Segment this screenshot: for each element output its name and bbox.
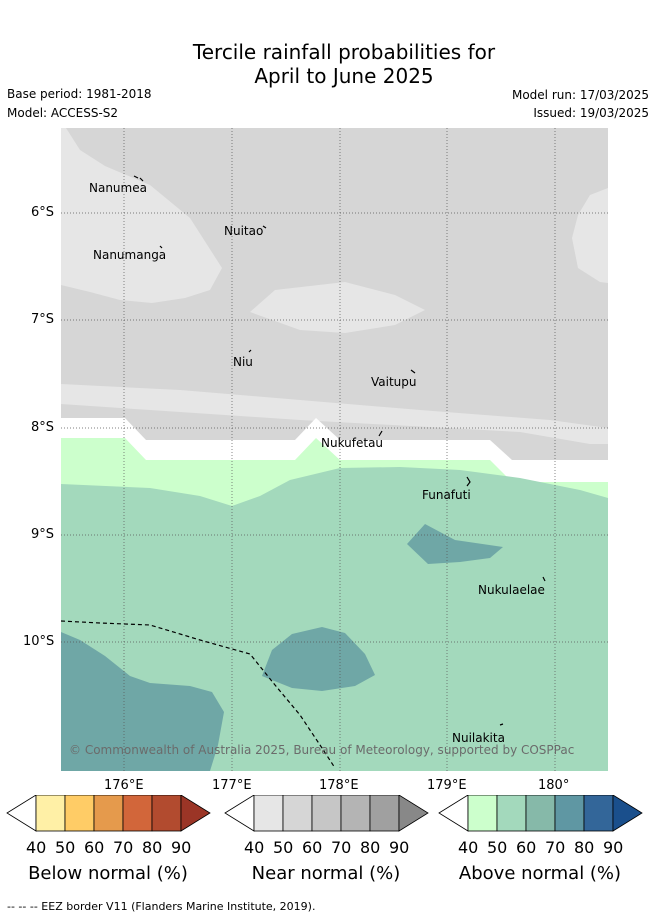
colorbar-near-normal: [224, 795, 429, 832]
colorbar-below-swatch-6: [180, 795, 211, 832]
lon-tick-180: 180°: [538, 778, 570, 793]
colorbar-legends: [6, 795, 643, 832]
below-tick-40: 40: [26, 838, 47, 857]
near-tick-70: 70: [331, 838, 352, 857]
near-normal-40-region-east: [572, 188, 608, 283]
colorbar-above-swatch-2: [496, 795, 527, 832]
islands: [133, 175, 546, 726]
issued-date: Issued: 19/03/2025: [533, 106, 649, 120]
colorbar-above-swatch-3: [525, 795, 556, 832]
colorbar-near-swatch-1: [253, 795, 284, 832]
lon-tick-177e: 177°E: [212, 778, 252, 793]
colorbar-below-swatch-4: [122, 795, 153, 832]
place-label-nuilakita: Nuilakita: [452, 731, 505, 745]
colorbar-below-swatch-3: [93, 795, 124, 832]
colorbar-near-swatch-0: [224, 795, 255, 832]
near-normal-40-region-nw: [61, 128, 222, 303]
below-tick-70: 70: [113, 838, 134, 857]
place-label-vaitupu: Vaitupu: [371, 375, 417, 389]
colorbar-above-swatch-0: [438, 795, 469, 832]
above-tick-90: 90: [603, 838, 624, 857]
above-normal-60-region-east: [407, 524, 503, 564]
eez-footnote: -- -- -- EEZ border V11 (Flanders Marine…: [7, 900, 316, 913]
colorbar-near-swatch-5: [369, 795, 400, 832]
colorbar-above-swatch-6: [612, 795, 643, 832]
place-label-nukulaelae: Nukulaelae: [478, 583, 545, 597]
colorbar-near-swatch-3: [311, 795, 342, 832]
eez-border: [61, 620, 336, 769]
above-tick-60: 60: [516, 838, 537, 857]
colorbar-label-near-normal: Near normal (%): [251, 863, 401, 884]
colorbar-near-swatch-2: [282, 795, 313, 832]
near-tick-40: 40: [244, 838, 265, 857]
place-label-nukufetau: Nukufetau: [321, 436, 384, 450]
lat-tick-6s: 6°S: [31, 205, 55, 220]
below-tick-50: 50: [55, 838, 76, 857]
near-tick-60: 60: [302, 838, 323, 857]
place-label-funafuti: Funafuti: [422, 488, 471, 502]
colorbar-above-swatch-4: [554, 795, 585, 832]
below-tick-90: 90: [171, 838, 192, 857]
colorbar-below-swatch-0: [6, 795, 37, 832]
place-label-nanumea: Nanumea: [89, 181, 147, 195]
place-label-nanumanga: Nanumanga: [93, 248, 167, 262]
lon-tick-179e: 179°E: [427, 778, 467, 793]
above-normal-60-region-central: [262, 627, 375, 691]
near-tick-90: 90: [389, 838, 410, 857]
copyright-notice: © Commonwealth of Australia 2025, Bureau…: [69, 743, 575, 757]
above-tick-40: 40: [458, 838, 479, 857]
lat-tick-10s: 10°S: [23, 634, 55, 649]
colorbar-label-above-normal: Above normal (%): [458, 863, 622, 884]
above-tick-80: 80: [574, 838, 595, 857]
colorbar-label-below-normal: Below normal (%): [28, 863, 188, 884]
above-tick-70: 70: [545, 838, 566, 857]
model-name: Model: ACCESS-S2: [7, 106, 119, 120]
title-line-2: April to June 2025: [254, 64, 434, 88]
above-tick-50: 50: [487, 838, 508, 857]
lat-tick-9s: 9°S: [31, 527, 55, 542]
below-tick-80: 80: [142, 838, 163, 857]
base-period: Base period: 1981-2018: [7, 87, 152, 101]
colorbar-below-swatch-2: [64, 795, 95, 832]
near-tick-50: 50: [273, 838, 294, 857]
near-tick-80: 80: [360, 838, 381, 857]
colorbar-above-swatch-1: [467, 795, 498, 832]
colorbar-above-swatch-5: [583, 795, 614, 832]
lat-tick-7s: 7°S: [31, 312, 55, 327]
colorbar-below-normal: [6, 795, 211, 832]
lon-tick-178e: 178°E: [319, 778, 359, 793]
lat-tick-8s: 8°S: [31, 420, 55, 435]
colorbar-above-normal: [438, 795, 643, 832]
place-label-nuitao: Nuitao: [224, 224, 264, 238]
below-tick-60: 60: [84, 838, 105, 857]
near-normal-40-region-central: [250, 282, 425, 333]
lon-tick-176e: 176°E: [104, 778, 144, 793]
title-line-1: Tercile rainfall probabilities for: [192, 40, 496, 64]
above-normal-60-region-sw: [61, 632, 224, 771]
near-normal-40-band: [61, 384, 608, 444]
colorbar-below-swatch-5: [151, 795, 182, 832]
graticule: [61, 128, 608, 771]
model-run: Model run: 17/03/2025: [511, 88, 649, 102]
place-label-niu: Niu: [233, 355, 253, 369]
colorbar-near-swatch-6: [398, 795, 429, 832]
colorbar-near-swatch-4: [340, 795, 371, 832]
map-title: Tercile rainfall probabilities for April…: [0, 40, 655, 88]
colorbar-below-swatch-1: [35, 795, 66, 832]
